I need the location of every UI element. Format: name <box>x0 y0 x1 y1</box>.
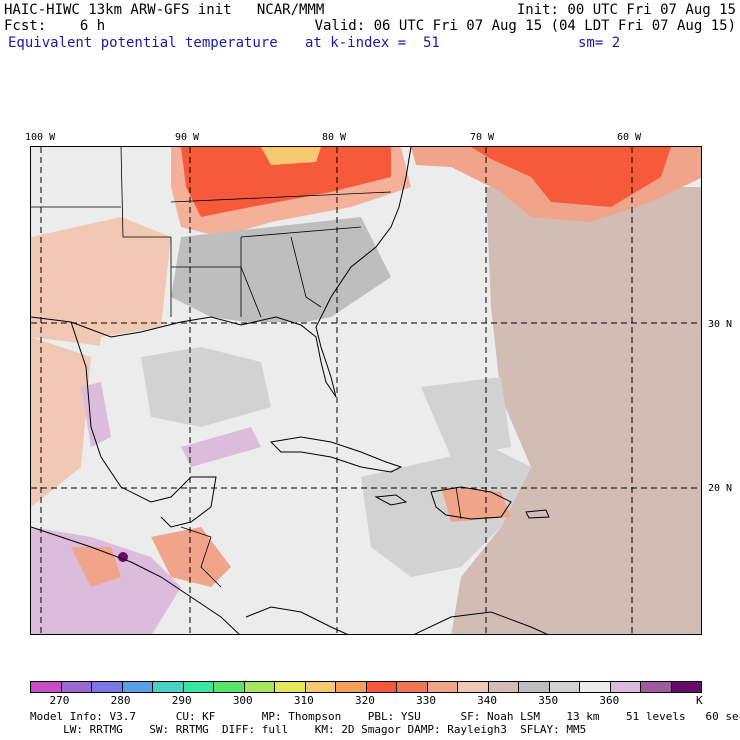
border-guatemala <box>180 526 222 588</box>
colorbar-tick-label: 340 <box>477 694 498 707</box>
lon-label-90w: 90 W <box>175 132 200 143</box>
lat-label-30n: 30 N <box>708 319 733 330</box>
hispaniola-warm-area <box>441 487 511 522</box>
texas-warm-area <box>31 217 171 347</box>
colorbar-tick-label: 330 <box>416 694 436 707</box>
central-america-coast <box>245 606 348 634</box>
northeast-warm-band-core <box>471 147 671 207</box>
colorbar-swatch <box>61 682 92 692</box>
lat-lon-grid <box>31 147 701 634</box>
lat-label-20n: 20 N <box>708 483 733 494</box>
colorbar-tick-label: 300 <box>232 694 253 707</box>
theta-e-map <box>30 146 702 635</box>
lon-label-60w: 60 W <box>617 132 642 143</box>
smoothing: sm= 2 <box>578 35 621 51</box>
cuba-coast <box>269 436 403 473</box>
colorbar <box>30 681 702 693</box>
colorbar-swatch <box>671 682 701 692</box>
colorbar-swatch <box>183 682 214 692</box>
colorbar-tick-label: 280 <box>110 694 131 707</box>
valid-time: Valid: 06 UTC Fri 07 Aug 15 (04 LDT Fri … <box>314 18 736 34</box>
lon-label-80w: 80 W <box>322 132 347 143</box>
atlantic-gray-patch <box>421 377 511 457</box>
atlantic-warm-region <box>451 187 701 634</box>
colorbar-swatch <box>336 682 367 692</box>
forecast-hour: Fcst: 6 h <box>4 18 106 34</box>
colorbar-swatch <box>305 682 336 692</box>
map-field-svg <box>31 147 701 634</box>
colorbar-swatch <box>366 682 397 692</box>
border-ky-tn <box>170 191 392 203</box>
coastlines <box>31 147 550 634</box>
lon-label-100w: 100 W <box>25 132 56 143</box>
colorbar-swatch <box>92 682 123 692</box>
colorbar-tick-label: 320 <box>355 694 375 707</box>
hispaniola-coast <box>430 486 512 520</box>
caribbean-gray-region <box>361 447 531 577</box>
guatemala-orange-patch <box>151 527 231 587</box>
colorbar-tick-label: 290 <box>171 694 192 707</box>
jamaica-coast <box>374 494 408 506</box>
mexico-warm-area <box>31 337 91 507</box>
colorbar-swatch <box>214 682 245 692</box>
colorbar-tick-label: 360 <box>599 694 620 707</box>
north-warm-peak <box>261 147 321 165</box>
colorbar-tick-label: 350 <box>538 694 559 707</box>
model-info-line-1: Model Info: V3.7 CU: KF MP: Thompson PBL… <box>30 710 740 723</box>
border-georgia-west <box>290 236 322 308</box>
colorbar-swatch <box>488 682 519 692</box>
gulf-gray-patch <box>141 347 271 427</box>
border-texas-north <box>120 147 171 238</box>
colorbar-swatch <box>153 682 184 692</box>
field-name: Equivalent potential temperature <box>8 35 278 51</box>
us-gulf-atlantic-coast <box>31 147 412 398</box>
gulf-purple-blob-2 <box>181 427 261 467</box>
south-america-coast <box>414 611 548 634</box>
colorbar-tick-label: 310 <box>293 694 314 707</box>
model-info-line-2: LW: RRTMG SW: RRTMG DIFF: full KM: 2D Sm… <box>30 723 587 736</box>
mexico-gulf-coast <box>70 321 217 528</box>
mexico-orange-patch <box>71 547 121 587</box>
puerto-rico-coast <box>525 509 550 519</box>
colorbar-unit: K <box>696 694 703 707</box>
colorbar-swatch <box>458 682 489 692</box>
colorbar-swatch <box>641 682 672 692</box>
border-tennessee-south <box>240 226 362 238</box>
init-time: Init: 00 UTC Fri 07 Aug 15 <box>516 2 736 18</box>
pacific-coast <box>31 526 240 634</box>
colorbar-tick-label: 270 <box>49 694 70 707</box>
southeast-us-gray <box>171 217 391 327</box>
border-haiti-dr <box>455 486 462 520</box>
colorbar-swatch <box>244 682 275 692</box>
colorbar-swatch <box>275 682 306 692</box>
colorbar-swatch <box>122 682 153 692</box>
level-index: at k-index = 51 <box>305 35 440 51</box>
colorbar-swatch <box>427 682 458 692</box>
colorbar-swatch <box>519 682 550 692</box>
colorbar-swatch <box>397 682 428 692</box>
title-line-1: HAIC-HIWC 13km ARW-GFS init NCAR/MMM <box>4 2 325 18</box>
colorbar-swatch <box>610 682 641 692</box>
colorbar-swatch <box>31 682 62 692</box>
lon-label-70w: 70 W <box>470 132 495 143</box>
colorbar-swatch <box>580 682 611 692</box>
colorbar-swatch <box>549 682 580 692</box>
political-borders <box>31 147 462 588</box>
